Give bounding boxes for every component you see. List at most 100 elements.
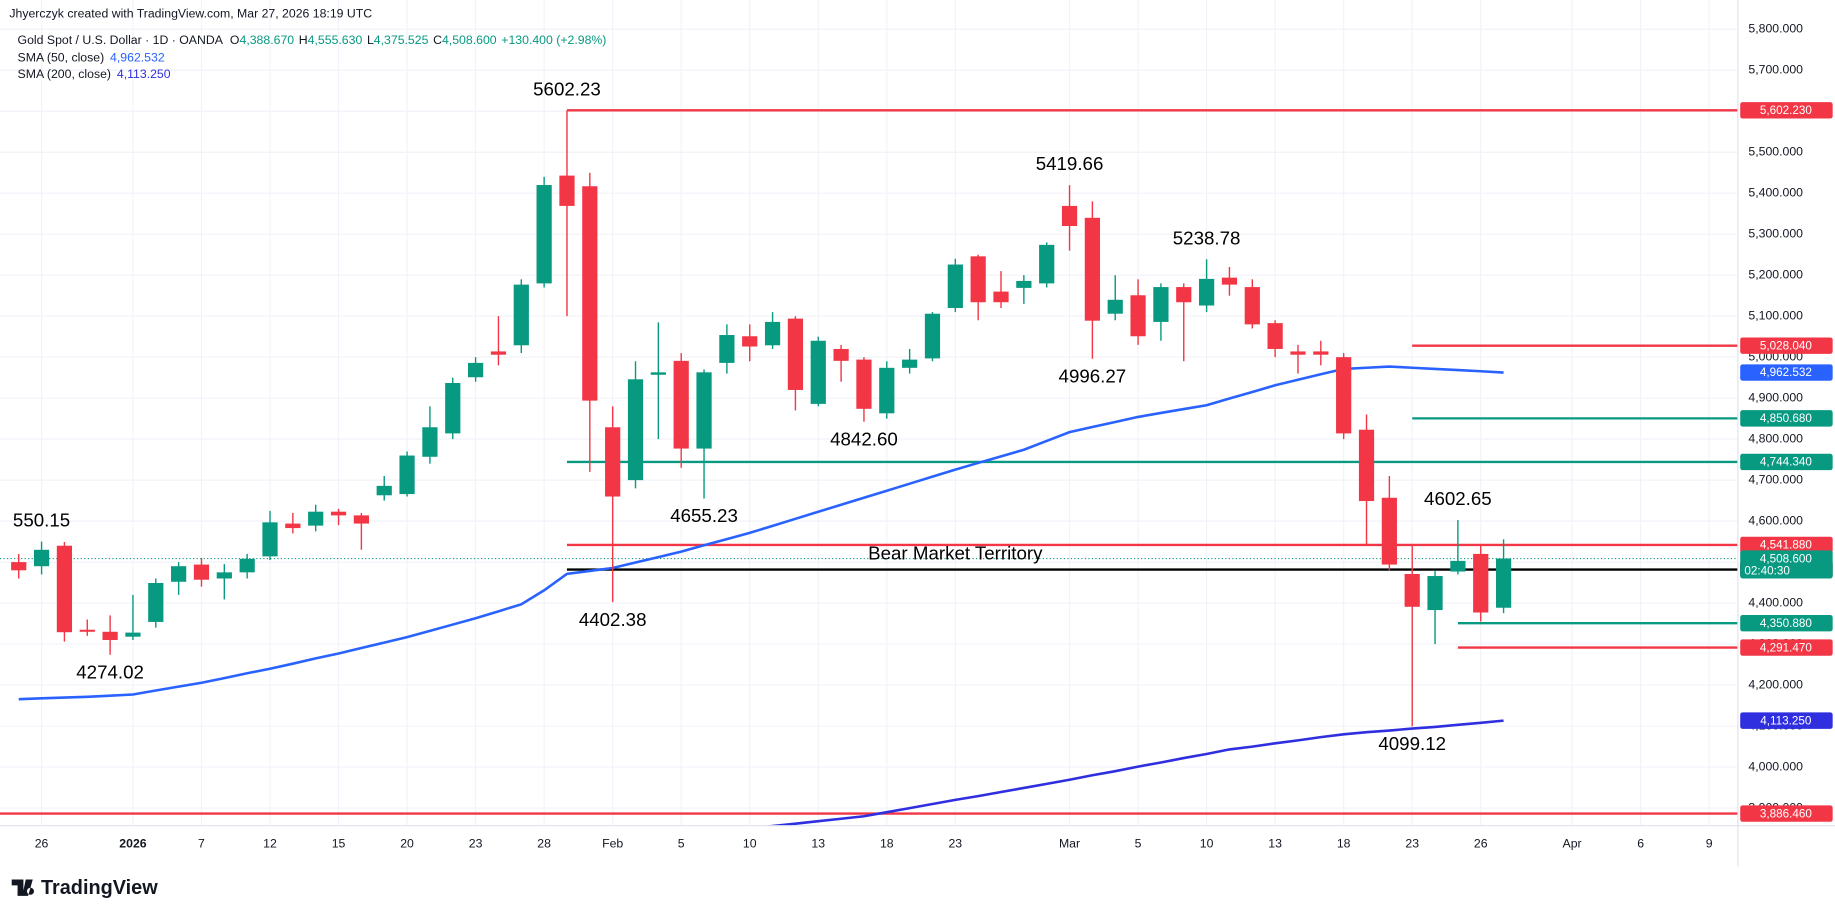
brand: TradingView [41,877,158,899]
candle-body [856,359,872,409]
candle-body [79,629,95,632]
x-tick-label: Mar [1059,837,1080,851]
sma-line [18,365,1504,701]
candle-body [1244,287,1260,325]
candle-body [125,632,141,637]
last-price-tag-bg [1740,550,1833,579]
candle-body [102,631,118,640]
level-tag: 4,291.470 [1760,641,1812,654]
candle-body [308,511,324,526]
candle-body [924,313,941,359]
candle-body [239,558,255,573]
sma-line [763,719,1504,826]
candle-body [1107,299,1123,314]
candle-body [1495,558,1512,608]
x-tick-label: 7 [198,837,205,851]
candle-body [1290,351,1306,355]
price-annotation: 4402.38 [579,609,647,630]
candle-body [285,523,301,529]
y-tick-label: 4,200.000 [1748,677,1803,691]
ohlc-value: 4,375.525 [374,33,429,47]
candle-body [467,362,484,378]
y-tick-label: 5,500.000 [1748,144,1803,158]
candle-body [1130,295,1146,337]
x-tick-label: Feb [602,837,623,851]
candle-body [1381,497,1397,565]
y-tick-label: 5,400.000 [1748,185,1803,199]
level-tag: 4,541.880 [1760,539,1812,552]
level-tag-bg [1740,536,1833,554]
x-tick-label: 28 [537,837,551,851]
legend-value: 4,962.532 [110,51,165,65]
sma-tag: 4,113.250 [1760,714,1812,727]
level-tag-bg [1740,615,1833,632]
x-tick-label: 5 [678,837,685,851]
candle-body [376,485,392,496]
level-tag-bg [1740,410,1833,427]
ohlc-value: 4,508.600 [442,33,497,47]
price-annotation: 4274.02 [76,661,144,682]
candle-body [650,372,666,375]
candle-body [1358,429,1375,502]
plot-area: 550.15 4274.02 5602.23 4402.38 4655.23 4842.6… [0,78,1738,826]
candle-body [1016,280,1032,288]
candle-body [56,545,73,633]
y-tick-label: 4,800.000 [1748,431,1803,445]
axes: 3,900.0004,000.0004,100.0004,200.0004,30… [35,22,1833,851]
countdown: 02:40:30 [1744,565,1790,578]
candle-body [33,549,50,567]
x-tick-label: 12 [263,837,277,851]
candle-body [216,572,232,579]
price-annotation: 5602.23 [533,78,601,99]
ohlc-key: H [299,33,308,47]
sma-tag: 4,962.532 [1760,366,1812,379]
symbol-line: Gold Spot / U.S. Dollar · 1D · OANDA O4,3… [18,33,607,47]
ohlc-key: O [230,33,240,47]
y-tick-label: 4,600.000 [1748,513,1803,527]
legend-entry: SMA (200, close) 4,113.250 [18,67,171,81]
level-tag-bg [1740,639,1833,656]
price-annotation: 5419.66 [1036,153,1104,174]
candle-body [1153,287,1169,322]
logo: TradingView [11,877,158,899]
level-tag: 5,028.040 [1760,339,1812,352]
ohlc-value: 4,388.670 [239,33,294,47]
candle-body [422,427,438,457]
price-annotation: 4842.60 [830,428,898,449]
candle-body [1176,287,1192,303]
zone-label: Bear Market Territory [868,542,1043,563]
candle-body [1084,217,1100,321]
symbol: Gold Spot / U.S. Dollar · 1D · OANDA [18,33,224,47]
candle-body [1450,560,1466,572]
y-tick-label: 4,900.000 [1748,390,1803,404]
candle-body [1313,351,1329,355]
x-tick-label: 13 [1268,837,1282,851]
change: +130.400 (+2.98%) [501,33,606,47]
candle-body [262,522,278,557]
y-tick-label: 4,700.000 [1748,472,1803,486]
candle-body [1427,576,1443,611]
x-tick-label: 26 [35,837,49,851]
x-tick-label: 18 [880,837,894,851]
y-tick-label: 5,700.000 [1748,62,1803,76]
price-annotation: 4655.23 [670,505,738,526]
level-tag: 4,744.340 [1760,456,1812,469]
y-tick-label: 4,400.000 [1748,595,1803,609]
candle-body [445,382,461,434]
level-tag-bg [1740,805,1833,822]
candle-body [1473,553,1489,613]
level-tag: 4,350.880 [1760,617,1812,630]
y-tick-label: 5,100.000 [1748,308,1803,322]
candle-body [171,566,187,582]
last-price-tag: 4,508.600 [1760,552,1812,565]
price-annotation: 550.15 [13,510,70,531]
candle-body [490,351,507,355]
candle-body [879,367,895,414]
candle-body [627,379,644,481]
candle-body [582,186,598,401]
x-tick-label: 13 [811,837,825,851]
x-tick-label: 2026 [119,837,146,851]
ohlc-value: 4,555.630 [308,33,363,47]
candle-body [536,185,552,284]
